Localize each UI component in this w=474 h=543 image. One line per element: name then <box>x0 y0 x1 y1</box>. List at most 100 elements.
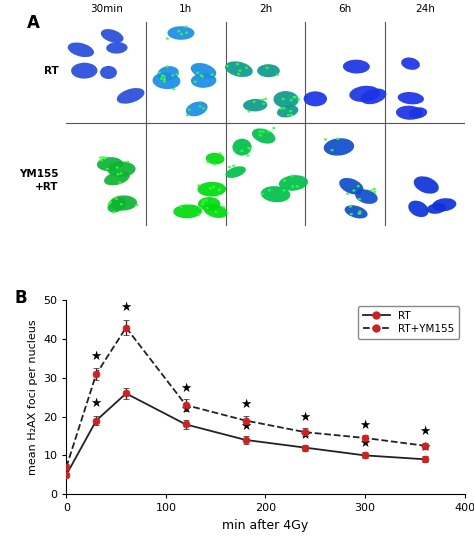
Ellipse shape <box>219 152 222 155</box>
Ellipse shape <box>272 127 275 129</box>
Ellipse shape <box>355 190 378 204</box>
Ellipse shape <box>172 88 175 90</box>
Ellipse shape <box>289 110 292 112</box>
Ellipse shape <box>247 110 251 112</box>
Ellipse shape <box>396 106 423 120</box>
Ellipse shape <box>243 99 267 111</box>
Ellipse shape <box>252 128 275 144</box>
Text: ★: ★ <box>240 420 251 433</box>
Ellipse shape <box>226 166 246 178</box>
Ellipse shape <box>180 205 183 208</box>
Ellipse shape <box>283 107 286 109</box>
Ellipse shape <box>198 182 226 197</box>
Ellipse shape <box>126 161 129 163</box>
Text: 2h: 2h <box>259 4 272 14</box>
Text: ★: ★ <box>180 402 191 415</box>
Ellipse shape <box>103 157 106 160</box>
Ellipse shape <box>349 86 380 102</box>
Ellipse shape <box>349 205 352 208</box>
Ellipse shape <box>186 114 189 116</box>
Ellipse shape <box>357 212 361 214</box>
Ellipse shape <box>401 58 420 70</box>
Ellipse shape <box>304 91 327 106</box>
Ellipse shape <box>228 166 231 168</box>
Text: ★: ★ <box>300 412 311 425</box>
Ellipse shape <box>427 203 447 214</box>
Text: ★: ★ <box>91 397 102 410</box>
Ellipse shape <box>268 189 271 192</box>
Ellipse shape <box>108 203 111 205</box>
Ellipse shape <box>222 206 225 209</box>
Ellipse shape <box>109 201 112 203</box>
Ellipse shape <box>163 75 166 78</box>
Ellipse shape <box>101 29 124 43</box>
Ellipse shape <box>296 185 299 188</box>
Text: ★: ★ <box>180 382 191 395</box>
Ellipse shape <box>267 130 270 132</box>
Ellipse shape <box>206 153 225 165</box>
Ellipse shape <box>330 149 334 151</box>
Ellipse shape <box>161 74 164 77</box>
Text: ★: ★ <box>359 419 371 432</box>
Ellipse shape <box>373 191 376 193</box>
Ellipse shape <box>177 30 181 33</box>
Text: RT: RT <box>44 66 58 75</box>
Ellipse shape <box>291 185 294 188</box>
Ellipse shape <box>185 31 188 34</box>
X-axis label: min after 4Gy: min after 4Gy <box>222 519 309 532</box>
Ellipse shape <box>153 72 181 89</box>
Ellipse shape <box>106 42 128 54</box>
Ellipse shape <box>257 64 280 77</box>
Ellipse shape <box>259 134 262 137</box>
Ellipse shape <box>157 66 179 80</box>
Ellipse shape <box>343 60 370 73</box>
Ellipse shape <box>166 37 169 40</box>
Ellipse shape <box>100 66 117 79</box>
Text: YM155
+RT: YM155 +RT <box>19 169 58 192</box>
Ellipse shape <box>283 189 285 192</box>
Ellipse shape <box>112 211 116 213</box>
Ellipse shape <box>99 156 102 159</box>
Ellipse shape <box>160 77 163 80</box>
Ellipse shape <box>196 72 199 74</box>
Ellipse shape <box>118 181 121 184</box>
Ellipse shape <box>108 197 127 212</box>
Ellipse shape <box>165 65 169 68</box>
Ellipse shape <box>245 67 248 69</box>
Ellipse shape <box>237 73 240 75</box>
Ellipse shape <box>191 63 216 79</box>
Ellipse shape <box>199 206 202 209</box>
Ellipse shape <box>297 98 300 100</box>
Ellipse shape <box>273 91 299 108</box>
Ellipse shape <box>290 114 293 116</box>
Ellipse shape <box>191 73 217 88</box>
Ellipse shape <box>357 185 360 187</box>
Ellipse shape <box>253 100 256 103</box>
Text: 6h: 6h <box>338 4 352 14</box>
Ellipse shape <box>167 26 194 40</box>
Ellipse shape <box>135 204 138 206</box>
Ellipse shape <box>232 165 235 167</box>
Ellipse shape <box>350 213 353 216</box>
Ellipse shape <box>210 73 213 76</box>
Ellipse shape <box>100 159 103 161</box>
Ellipse shape <box>188 109 191 111</box>
Ellipse shape <box>218 188 221 191</box>
Text: ★: ★ <box>240 398 251 411</box>
Ellipse shape <box>119 172 122 174</box>
Y-axis label: mean H₂AX foci per nucleus: mean H₂AX foci per nucleus <box>27 319 37 475</box>
Ellipse shape <box>432 198 456 211</box>
Ellipse shape <box>247 147 251 149</box>
Ellipse shape <box>201 203 204 205</box>
Ellipse shape <box>163 78 166 80</box>
Ellipse shape <box>293 96 297 98</box>
Ellipse shape <box>102 156 105 159</box>
Ellipse shape <box>106 168 109 170</box>
Ellipse shape <box>225 61 253 77</box>
Ellipse shape <box>236 63 239 65</box>
Ellipse shape <box>358 212 362 214</box>
Ellipse shape <box>358 210 362 213</box>
Ellipse shape <box>324 138 354 156</box>
Ellipse shape <box>68 42 94 57</box>
Text: A: A <box>27 14 39 31</box>
